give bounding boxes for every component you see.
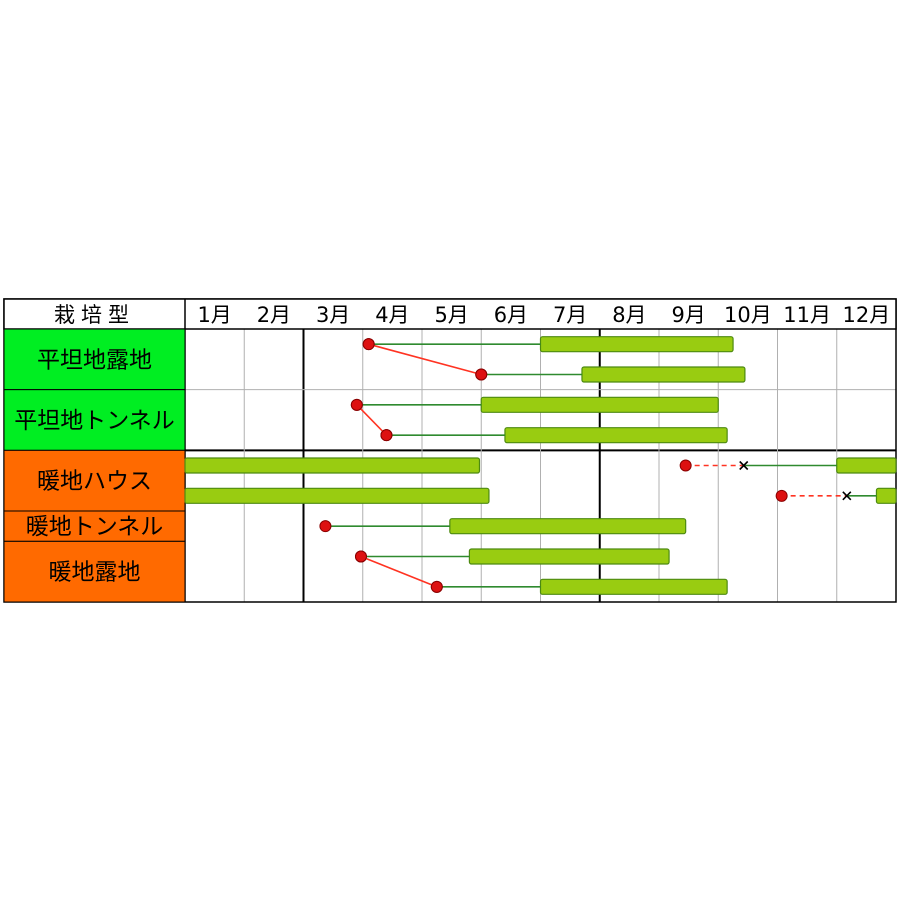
sowing-marker [775,489,788,502]
month-label: 9月 [671,303,705,327]
sowing-marker [350,398,363,411]
harvest-bar [184,487,490,504]
sowing-marker [362,338,375,351]
harvest-bar [581,366,746,383]
harvest-bar [449,518,687,535]
category-label: 平坦地露地 [37,347,152,373]
header-row [3,298,897,330]
sowing-marker [679,459,692,472]
category-cell [3,328,186,391]
month-label: 2月 [257,303,291,327]
planting-marker [739,460,749,471]
month-label: 12月 [843,303,891,327]
month-label: 3月 [316,303,350,327]
category-label: 暖地トンネル [26,514,164,540]
category-label: 平坦地トンネル [14,408,175,434]
schedule-marks [184,336,897,595]
harvest-bar [504,427,728,444]
month-label: 8月 [612,303,646,327]
month-header: 栽培型 1月 2月 3月 4月 5月 6月 7月 8月 9月 10月 11月 12月 [3,298,897,602]
month-label: 6月 [494,303,528,327]
month-label: 1月 [197,303,231,327]
sowing-marker [430,580,443,593]
sowing-link [368,343,482,376]
harvest-bar [875,487,897,504]
harvest-bar [539,578,728,595]
sowing-link [360,555,438,588]
harvest-bar [468,548,670,565]
category-cell [3,389,186,451]
harvest-bar [480,396,719,413]
sowing-link [356,404,388,436]
month-label: 7月 [553,303,587,327]
month-label: 5月 [434,303,468,327]
planting-marker [842,491,852,501]
harvest-bar [836,457,897,474]
month-label: 10月 [724,303,772,327]
sowing-marker [319,520,332,533]
category-label: 暖地ハウス [37,469,152,495]
category-label: 暖地露地 [49,560,141,586]
harvest-bar [539,336,734,353]
harvest-bar [184,457,481,474]
category-cell [3,540,186,603]
sowing-marker [354,550,367,563]
month-label: 11月 [783,303,831,327]
sowing-marker [475,368,488,381]
header-label: 栽培型 [54,303,135,327]
sowing-marker [380,429,393,442]
month-label: 4月 [375,303,409,327]
